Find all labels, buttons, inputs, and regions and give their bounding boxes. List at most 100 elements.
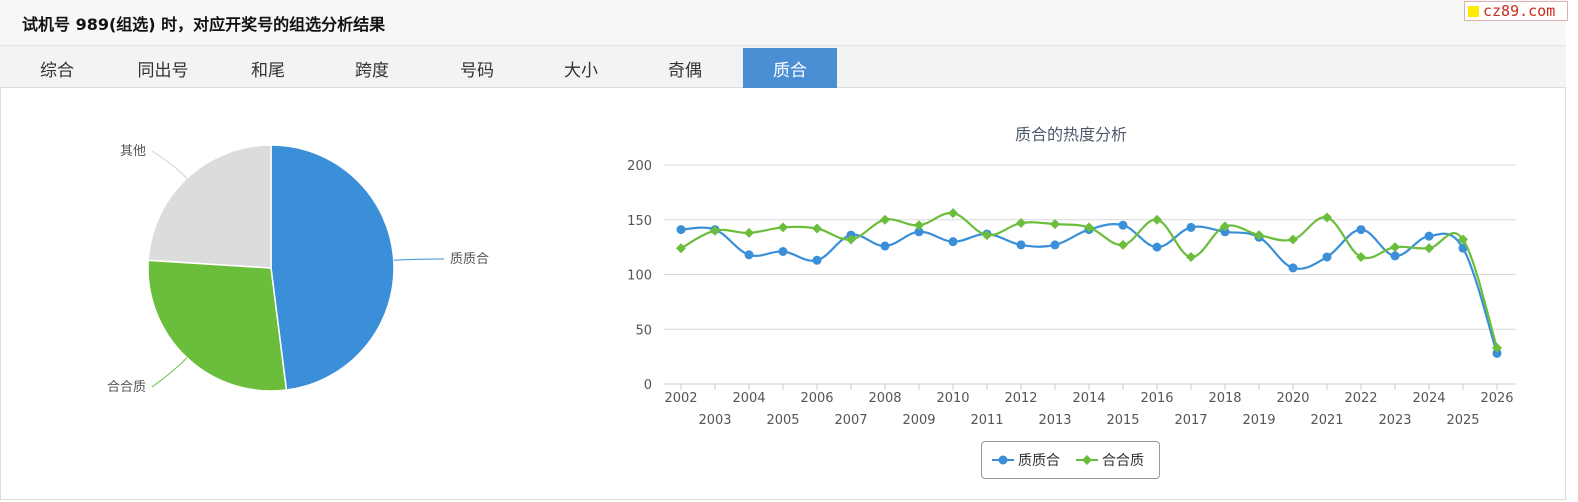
tab-zhihe[interactable]: 质合: [743, 48, 837, 88]
data-point-series-2[interactable]: [982, 230, 992, 241]
x-tick-label: 2004: [732, 391, 765, 406]
data-point-series-2[interactable]: [1152, 214, 1162, 225]
data-point-series-1[interactable]: [1152, 242, 1162, 252]
x-tick-label: 2003: [698, 413, 731, 428]
data-point-series-2[interactable]: [676, 243, 686, 254]
legend-label-series-1: 质质合: [1018, 453, 1060, 469]
data-point-series-2[interactable]: [1084, 222, 1094, 233]
line-chart: 质合的热度分析 0 50 100 150 200 20022003200420052006…: [627, 125, 1516, 428]
site-watermark: cz89.com: [1464, 1, 1568, 21]
tab-zonghe[interactable]: 综合: [40, 60, 74, 81]
data-point-series-2[interactable]: [1390, 242, 1400, 253]
data-point-series-2[interactable]: [880, 214, 890, 225]
data-point-series-2[interactable]: [1220, 221, 1230, 232]
x-tick-label: 2013: [1038, 413, 1071, 428]
legend-circle-icon: [992, 455, 1014, 465]
x-tick-label: 2016: [1140, 391, 1173, 406]
data-point-series-1[interactable]: [1186, 222, 1196, 232]
data-point-series-1[interactable]: [1390, 251, 1400, 261]
data-point-series-2[interactable]: [1424, 243, 1434, 254]
pie-slice-1[interactable]: [270, 144, 395, 391]
legend-diamond-icon: [1076, 455, 1098, 465]
data-point-series-1[interactable]: [1492, 348, 1502, 358]
data-point-series-1[interactable]: [914, 227, 924, 237]
legend-item-series-1[interactable]: 质质合: [992, 442, 1060, 478]
legend-item-series-2[interactable]: 合合质: [1076, 442, 1144, 478]
legend-label-series-2: 合合质: [1102, 453, 1144, 469]
x-tick-label: 2009: [902, 413, 935, 428]
data-point-series-1[interactable]: [1288, 263, 1298, 273]
data-point-series-1[interactable]: [1220, 227, 1230, 237]
data-point-series-1[interactable]: [1356, 225, 1366, 235]
x-tick-label: 2026: [1480, 391, 1513, 406]
data-point-series-2[interactable]: [846, 234, 856, 245]
data-point-series-1[interactable]: [778, 247, 788, 257]
data-point-series-2[interactable]: [1356, 251, 1366, 262]
data-point-series-2[interactable]: [1458, 234, 1468, 245]
data-point-series-2[interactable]: [1118, 239, 1128, 250]
x-tick-label: 2022: [1344, 391, 1377, 406]
tab-bar: 综合 同出号 和尾 跨度 号码 大小 奇偶 质合: [0, 46, 1566, 88]
data-point-series-2[interactable]: [1254, 230, 1264, 241]
x-tick-label: 2011: [970, 413, 1003, 428]
x-tick-label: 2020: [1276, 391, 1309, 406]
data-point-series-1[interactable]: [1424, 231, 1434, 241]
data-point-series-1[interactable]: [744, 250, 754, 260]
pie-connector-2: [151, 357, 188, 388]
x-tick-label: 2002: [664, 391, 697, 406]
x-tick-label: 2018: [1208, 391, 1241, 406]
series-line-1: [680, 222, 1499, 354]
data-point-series-2[interactable]: [812, 223, 822, 234]
data-point-series-1[interactable]: [880, 241, 890, 251]
x-tick-label: 2025: [1446, 413, 1479, 428]
data-point-series-2[interactable]: [948, 208, 958, 219]
data-point-series-1[interactable]: [812, 255, 822, 265]
y-tick-label: 100: [627, 269, 652, 284]
data-point-series-2[interactable]: [1492, 342, 1502, 353]
data-point-series-1[interactable]: [676, 225, 686, 235]
data-point-series-1[interactable]: [1458, 243, 1468, 253]
x-tick-label: 2024: [1412, 391, 1445, 406]
x-tick-label: 2023: [1378, 413, 1411, 428]
data-point-series-1[interactable]: [948, 237, 958, 247]
data-point-series-2[interactable]: [1186, 251, 1196, 262]
data-point-series-2[interactable]: [710, 225, 720, 236]
x-tick-label: 2014: [1072, 391, 1105, 406]
x-tick-label: 2012: [1004, 391, 1037, 406]
y-tick-label: 0: [644, 378, 652, 393]
data-point-series-2[interactable]: [914, 220, 924, 231]
title-bar: 试机号 989(组选) 时，对应开奖号的组选分析结果 cz89.com: [0, 0, 1568, 46]
data-point-series-1[interactable]: [1322, 252, 1332, 262]
x-tick-label: 2007: [834, 413, 867, 428]
watermark-square-icon: [1468, 5, 1479, 17]
pie-connector-3: [151, 150, 188, 179]
data-point-series-2[interactable]: [1050, 219, 1060, 230]
pie-label-2: 合合质: [107, 380, 146, 395]
data-point-series-2[interactable]: [744, 227, 754, 238]
data-point-series-2[interactable]: [1322, 212, 1332, 223]
tab-haoma[interactable]: 号码: [460, 60, 494, 81]
tab-tongchuhao[interactable]: 同出号: [137, 60, 189, 81]
data-point-series-2[interactable]: [1016, 218, 1026, 229]
data-point-series-1[interactable]: [1016, 240, 1026, 250]
tab-hewei[interactable]: 和尾: [251, 60, 285, 81]
pie-slice-2[interactable]: [147, 259, 288, 392]
chart-title: 质合的热度分析: [1015, 125, 1127, 144]
y-tick-label: 150: [627, 214, 652, 229]
x-tick-label: 2006: [800, 391, 833, 406]
y-tick-label: 200: [627, 159, 652, 174]
x-tick-label: 2017: [1174, 413, 1207, 428]
tab-jiou[interactable]: 奇偶: [668, 60, 702, 81]
x-tick-label: 2008: [868, 391, 901, 406]
tab-kuadu[interactable]: 跨度: [355, 60, 389, 81]
data-point-series-2[interactable]: [1288, 234, 1298, 245]
tab-daxiao[interactable]: 大小: [564, 60, 598, 81]
pie-slice-3[interactable]: [147, 144, 272, 269]
data-point-series-2[interactable]: [778, 222, 788, 233]
x-tick-label: 2021: [1310, 413, 1343, 428]
page-title: 试机号 989(组选) 时，对应开奖号的组选分析结果: [22, 15, 386, 34]
data-point-series-1[interactable]: [1050, 240, 1060, 250]
data-point-series-1[interactable]: [1118, 220, 1128, 230]
chart-legend: 质质合 合合质: [981, 441, 1160, 479]
